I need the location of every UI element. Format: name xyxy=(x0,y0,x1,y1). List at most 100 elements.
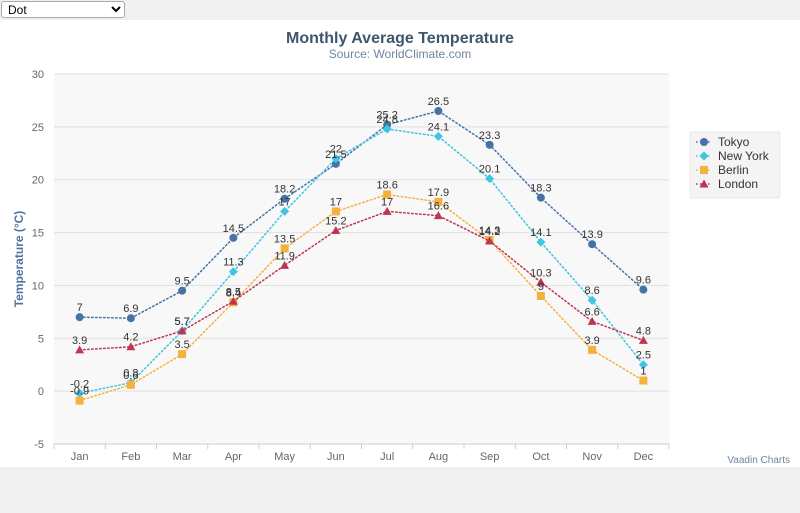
legend-item-berlin[interactable]: Berlin xyxy=(718,163,749,177)
data-point-tokyo xyxy=(485,140,494,149)
data-point-new-york xyxy=(228,267,238,277)
data-label-berlin: 1 xyxy=(640,366,646,378)
data-point-new-york xyxy=(280,206,290,216)
legend-item-new-york[interactable]: New York xyxy=(718,149,770,163)
dash-style-select[interactable]: Dot xyxy=(1,1,125,18)
y-tick-label: 30 xyxy=(32,69,44,81)
data-point-london xyxy=(587,316,597,325)
y-tick-label: 5 xyxy=(38,333,44,345)
legend-marker-tokyo xyxy=(700,138,708,146)
series-line-berlin xyxy=(78,193,645,402)
data-point-london xyxy=(126,342,136,351)
data-point-berlin xyxy=(383,190,392,199)
data-label-tokyo: 7 xyxy=(77,302,83,314)
data-point-london xyxy=(228,296,238,305)
data-label-berlin: 18.6 xyxy=(376,180,397,192)
y-axis-ticks: -5 0 5 10 15 20 25 30 xyxy=(32,69,44,451)
data-label-berlin: 13.5 xyxy=(274,233,295,245)
y-tick-label: 20 xyxy=(32,175,44,187)
plot-background xyxy=(54,74,669,444)
data-label-tokyo: 26.5 xyxy=(428,96,449,108)
data-point-tokyo xyxy=(536,193,545,202)
data-point-new-york xyxy=(587,295,597,305)
legend-item-london[interactable]: London xyxy=(718,177,758,191)
data-label-new-york: 20.1 xyxy=(479,164,500,176)
data-point-new-york xyxy=(638,360,648,370)
credits-link[interactable]: Vaadin Charts xyxy=(727,455,790,466)
legend-box xyxy=(689,131,781,199)
x-tick-label: Sep xyxy=(480,451,500,463)
data-point-new-york xyxy=(331,154,341,164)
data-label-new-york: 8.6 xyxy=(584,285,599,297)
data-label-london: 4.8 xyxy=(636,325,651,337)
legend-item-tokyo[interactable]: Tokyo xyxy=(718,135,750,149)
data-label-tokyo: 14.5 xyxy=(223,223,244,235)
data-label-tokyo: 6.9 xyxy=(123,303,138,315)
data-labels: 7 6.99.514.518.221.525.226.523.318.313.99… xyxy=(70,96,651,398)
data-point-tokyo xyxy=(434,107,443,115)
data-label-london: 15.2 xyxy=(325,215,346,227)
data-label-berlin: 0.6 xyxy=(123,370,138,382)
series-line-london xyxy=(78,210,645,351)
x-tick-label: Feb xyxy=(121,451,140,463)
data-label-london: 14.2 xyxy=(479,226,500,238)
data-label-london: 17 xyxy=(381,196,393,208)
series-group xyxy=(75,107,648,405)
data-label-tokyo: 21.5 xyxy=(325,149,346,161)
data-label-new-york: -0.2 xyxy=(70,378,89,390)
data-label-new-york: 14.1 xyxy=(530,227,551,239)
y-tick-label: -5 xyxy=(34,439,44,451)
data-point-tokyo xyxy=(280,194,289,203)
x-tick-label: Dec xyxy=(634,451,654,463)
data-point-london xyxy=(485,236,495,245)
data-point-berlin xyxy=(536,292,545,300)
data-label-new-york: 17 xyxy=(279,196,291,208)
data-label-berlin: 17 xyxy=(330,196,342,208)
data-point-berlin xyxy=(75,396,84,405)
data-point-london xyxy=(280,260,290,269)
data-point-berlin xyxy=(639,376,648,385)
data-label-new-york: 24.8 xyxy=(376,114,397,126)
data-point-new-york xyxy=(433,131,443,141)
x-tick-label: Mar xyxy=(173,451,192,463)
data-point-tokyo xyxy=(588,240,597,249)
data-label-tokyo: 25.2 xyxy=(376,110,397,122)
data-label-berlin: 3.9 xyxy=(584,335,599,347)
data-point-london xyxy=(536,277,546,286)
data-point-new-york xyxy=(485,174,495,184)
legend-marker-new-york xyxy=(699,151,709,161)
x-tick-label: Jul xyxy=(380,451,394,463)
data-label-new-york: 5.7 xyxy=(174,316,189,328)
y-tick-label: 10 xyxy=(32,280,44,292)
data-point-berlin xyxy=(126,380,135,389)
data-label-london: 5.7 xyxy=(174,316,189,328)
data-label-berlin: 17.9 xyxy=(428,187,449,199)
legend-marker-berlin xyxy=(700,166,708,174)
legend-marker-london xyxy=(699,179,709,188)
data-label-london: 16.6 xyxy=(428,201,449,213)
x-axis-ticks: Jan Feb Mar Apr May Jun Jul Aug Sep Oct Nov Dec xyxy=(53,443,670,463)
x-tick-label: Jun xyxy=(327,451,345,463)
y-axis-title: Temperature (°C) xyxy=(12,211,26,308)
data-label-new-york: 11.3 xyxy=(223,257,244,269)
data-label-tokyo: 13.9 xyxy=(581,229,602,241)
data-label-berlin: 8.4 xyxy=(226,287,241,299)
data-label-london: 11.9 xyxy=(274,250,295,262)
chart-title: Monthly Average Temperature xyxy=(286,30,514,47)
data-point-berlin xyxy=(331,207,340,216)
x-tick-label: Jan xyxy=(71,451,89,463)
data-point-london xyxy=(331,225,341,234)
chart-subtitle: Source: WorldClimate.com xyxy=(329,47,472,61)
data-label-berlin: 9 xyxy=(538,281,544,293)
data-label-tokyo: 18.3 xyxy=(530,183,551,195)
data-label-new-york: 22 xyxy=(330,144,342,156)
data-point-berlin xyxy=(588,345,597,354)
data-label-new-york: 0.8 xyxy=(123,368,138,380)
chart-container: -5 0 5 10 15 20 25 30 Jan Feb Mar Apr May Jun Jul Aug S… xyxy=(0,20,800,467)
data-point-tokyo xyxy=(331,159,340,168)
data-label-berlin: 3.5 xyxy=(174,339,189,351)
data-point-tokyo xyxy=(178,286,187,295)
y-tick-label: 15 xyxy=(32,228,44,240)
data-point-tokyo xyxy=(126,314,135,323)
